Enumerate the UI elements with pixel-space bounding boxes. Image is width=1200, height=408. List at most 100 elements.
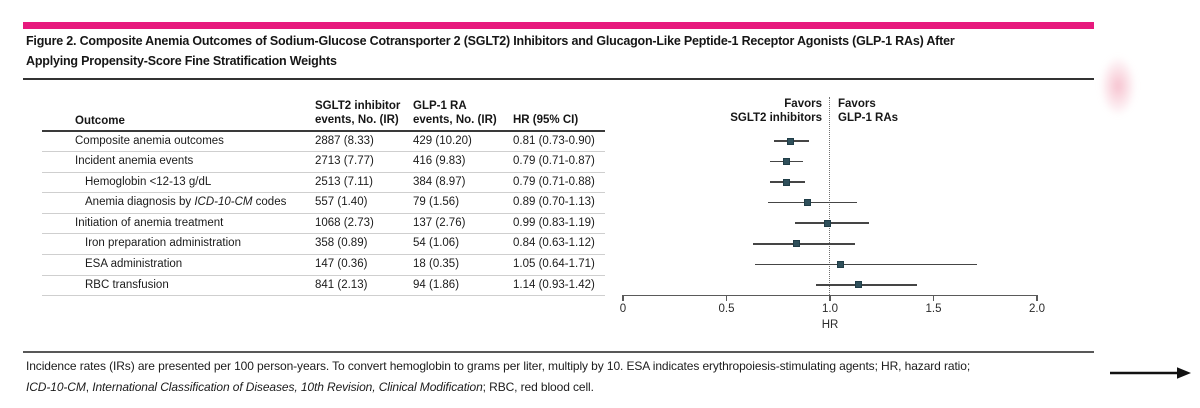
sglt2-events-cell: 1068 (2.73) [315, 216, 374, 229]
sglt2-events-cell: 358 (0.89) [315, 237, 368, 250]
text-segment: International Classification of Diseases… [92, 379, 483, 394]
glp1-events-cell: 18 (0.35) [413, 258, 460, 270]
sglt2-events-cell: 2713 (7.77) [315, 155, 374, 168]
outcome-label: Iron preparation administration [85, 233, 241, 254]
axis-label-hr: HR [821, 319, 839, 331]
column-header-outcome: Outcome [75, 115, 125, 127]
favors-sglt2-label: Favors SGLT2 inhibitors [622, 98, 822, 125]
figure-title: Figure 2. Composite Anemia Outcomes of S… [26, 31, 1096, 71]
point-estimate-marker [803, 199, 811, 207]
row-separator [42, 254, 605, 255]
glp1-events-cell: 94 (1.86) [413, 278, 460, 291]
favors-right-line: Favors [838, 98, 876, 110]
arrow-right-icon [1108, 366, 1192, 380]
outcome-label: RBC transfusion [85, 275, 169, 296]
point-estimate-marker [783, 158, 791, 166]
outcome-label: Anemia diagnosis by ICD-10-CM codes [85, 192, 286, 213]
point-estimate-marker [855, 281, 863, 289]
text-segment: , [85, 379, 93, 394]
hr-ci-cell: 1.05 (0.64-1.71) [513, 258, 595, 270]
column-header-glp1-line1: GLP-1 RA [413, 100, 467, 112]
axis-tick-label: 0 [619, 303, 627, 315]
ci-line [794, 222, 870, 224]
ci-line [753, 243, 855, 245]
footnote: Incidence rates (IRs) are presented per … [26, 356, 1106, 397]
glp1-events-cell: 54 (1.06) [413, 237, 460, 250]
column-header-hr: HR (95% CI) [513, 114, 579, 126]
pink-highlight-blob [1100, 56, 1136, 116]
text-segment: Initiation of anemia treatment [75, 216, 224, 229]
row-separator [42, 171, 605, 173]
hr-ci-cell: 0.79 (0.71-0.87) [513, 155, 595, 168]
text-segment: ICD-10-CM [26, 379, 86, 394]
favors-glp1-label: Favors GLP-1 RAs [838, 98, 898, 125]
text-segment: Hemoglobin <12-13 g/dL [85, 175, 212, 188]
text-segment: codes [252, 196, 287, 209]
sglt2-events-cell: 2513 (7.11) [315, 175, 373, 188]
column-header-sglt2-events: SGLT2 inhibitor events, No. (IR) [315, 99, 400, 127]
favors-right-line: GLP-1 RAs [838, 111, 899, 124]
ci-line [815, 284, 917, 286]
hr-ci-cell: 0.84 (0.63-1.12) [513, 237, 595, 250]
title-rule [23, 78, 1094, 80]
column-header-glp1-events: GLP-1 RA events, No. (IR) [413, 99, 497, 127]
footnote-rule [23, 351, 1094, 353]
column-header-sglt2-line2: events, No. (IR) [315, 114, 399, 126]
outcome-label: Initiation of anemia treatment [75, 213, 223, 234]
hr-ci-cell: 0.81 (0.73-0.90) [513, 134, 595, 147]
favors-left-line: SGLT2 inhibitors [730, 111, 822, 124]
row-separator [42, 151, 605, 153]
row-separator [42, 274, 605, 276]
axis-tick [725, 294, 728, 301]
text-segment: ; RBC, red blood cell. [482, 379, 594, 394]
axis-tick-label: 2.0 [1029, 303, 1045, 315]
outcome-label: Hemoglobin <12-13 g/dL [85, 172, 211, 193]
figure-title-line: Figure 2. Composite Anemia Outcomes of S… [26, 34, 955, 48]
text-segment: Composite anemia outcomes [75, 134, 224, 147]
glp1-events-cell: 384 (8.97) [413, 175, 466, 188]
glp1-events-cell: 137 (2.76) [413, 216, 466, 229]
text-segment: Iron preparation administration [85, 237, 241, 250]
figure-title-line: Applying Propensity-Score Fine Stratific… [26, 54, 337, 68]
figure-accent-bar [23, 22, 1094, 29]
hr-ci-cell: 0.89 (0.70-1.13) [513, 196, 595, 209]
column-header-sglt2-line1: SGLT2 inhibitor [315, 100, 401, 112]
hr-ci-cell: 0.79 (0.71-0.88) [513, 175, 595, 188]
outcome-label: ESA administration [85, 254, 182, 275]
column-header-glp1-line2: events, No. (IR) [413, 114, 497, 126]
text-segment: Anemia diagnosis by [85, 196, 195, 209]
row-separator [42, 295, 605, 297]
axis-tick [829, 294, 831, 301]
sglt2-events-cell: 841 (2.13) [315, 278, 368, 291]
row-separator [42, 233, 605, 235]
text-segment: RBC transfusion [85, 278, 169, 291]
ci-line [755, 263, 977, 266]
axis-tick [622, 294, 624, 301]
table-header-rule [42, 130, 605, 132]
axis-tick-label: 1.5 [925, 303, 942, 315]
text-segment: Incident anemia events [75, 155, 194, 168]
hr-ci-cell: 1.14 (0.93-1.42) [513, 278, 595, 291]
point-estimate-marker [783, 178, 791, 186]
glp1-events-cell: 416 (9.83) [413, 155, 466, 168]
text-segment: ICD-10-CM [194, 196, 253, 209]
reference-line [829, 97, 830, 295]
axis-tick-label: 1.0 [822, 303, 838, 315]
text-segment: Incidence rates (IRs) are presented per … [26, 359, 971, 373]
sglt2-events-cell: 557 (1.40) [315, 196, 368, 209]
sglt2-events-cell: 147 (0.36) [315, 258, 368, 270]
glp1-events-cell: 79 (1.56) [413, 196, 460, 209]
footnote-line: ICD-10-CM, International Classification … [26, 377, 1106, 398]
sglt2-events-cell: 2887 (8.33) [315, 134, 374, 147]
point-estimate-marker [787, 137, 795, 145]
row-separator [42, 212, 605, 214]
axis-tick [1036, 294, 1038, 301]
hr-ci-cell: 0.99 (0.83-1.19) [513, 216, 595, 229]
axis-tick-label: 0.5 [718, 303, 735, 315]
text-segment: ESA administration [85, 258, 183, 270]
point-estimate-marker [836, 260, 844, 268]
outcome-label: Composite anemia outcomes [75, 131, 224, 152]
outcome-label: Incident anemia events [75, 151, 193, 172]
axis-tick [932, 294, 935, 301]
